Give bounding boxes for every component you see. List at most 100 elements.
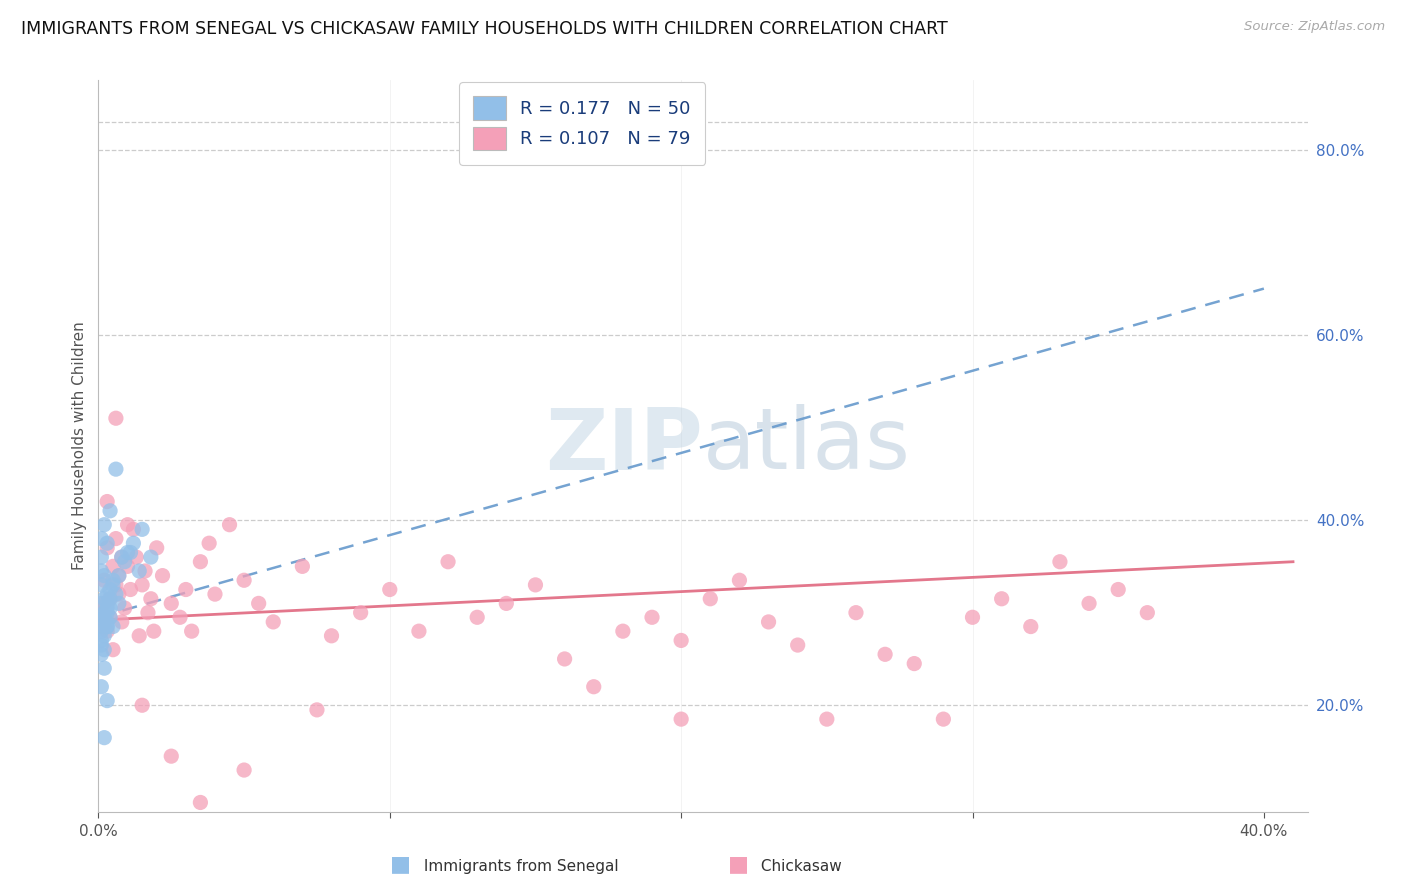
Point [198, 536, 221, 550]
Point [131, 698, 153, 713]
Point [378, 582, 401, 597]
Point [96, 606, 118, 620]
Point [699, 591, 721, 606]
Point [408, 624, 430, 639]
Point [101, 642, 124, 657]
Point [174, 582, 197, 597]
Point [125, 550, 148, 565]
Point [111, 615, 134, 629]
Point [90, 564, 112, 578]
Point [120, 545, 142, 559]
Point [152, 568, 174, 582]
Point [114, 555, 136, 569]
Point [96, 601, 118, 615]
Point [128, 564, 150, 578]
Point [142, 624, 165, 639]
Point [93, 610, 115, 624]
Point [350, 606, 373, 620]
Point [875, 648, 897, 662]
Point [903, 657, 925, 671]
Point [218, 517, 240, 532]
Point [104, 578, 127, 592]
Point [169, 610, 191, 624]
Point [98, 591, 121, 606]
Point [1049, 555, 1071, 569]
Point [131, 578, 153, 592]
Point [90, 633, 112, 648]
Legend: R = 0.177   N = 50, R = 0.107   N = 79: R = 0.177 N = 50, R = 0.107 N = 79 [458, 82, 706, 164]
Point [139, 550, 162, 565]
Text: Immigrants from Senegal: Immigrants from Senegal [419, 859, 619, 874]
Point [98, 504, 121, 518]
Point [641, 610, 664, 624]
Point [131, 522, 153, 536]
Point [190, 555, 212, 569]
Point [815, 712, 838, 726]
Point [145, 541, 167, 555]
Point [122, 522, 145, 536]
Point [117, 545, 139, 559]
Point [786, 638, 808, 652]
Point [98, 610, 121, 624]
Point [160, 749, 183, 764]
Point [932, 712, 955, 726]
Point [93, 606, 115, 620]
Point [93, 661, 115, 675]
Point [990, 591, 1012, 606]
Point [104, 411, 127, 425]
Point [612, 624, 634, 639]
Point [90, 606, 112, 620]
Point [524, 578, 547, 592]
Point [96, 624, 118, 639]
Point [93, 568, 115, 582]
Point [93, 517, 115, 532]
Point [90, 532, 112, 546]
Point [139, 591, 162, 606]
Point [728, 574, 751, 588]
Point [93, 574, 115, 588]
Point [108, 568, 131, 582]
Point [98, 591, 121, 606]
Point [291, 559, 314, 574]
Text: ■: ■ [728, 855, 748, 874]
Point [104, 462, 127, 476]
Text: Chickasaw: Chickasaw [756, 859, 842, 874]
Point [90, 624, 112, 639]
Point [758, 615, 780, 629]
Point [1019, 619, 1042, 633]
Text: atlas: atlas [703, 404, 911, 488]
Point [108, 568, 131, 582]
Point [962, 610, 984, 624]
Point [98, 601, 121, 615]
Point [90, 648, 112, 662]
Point [90, 680, 112, 694]
Point [104, 532, 127, 546]
Point [96, 596, 118, 610]
Point [101, 578, 124, 592]
Point [96, 619, 118, 633]
Point [108, 587, 131, 601]
Point [98, 610, 121, 624]
Point [669, 633, 692, 648]
Point [321, 629, 343, 643]
Point [96, 541, 118, 555]
Point [93, 642, 115, 657]
Point [134, 564, 156, 578]
Point [669, 712, 692, 726]
Point [96, 615, 118, 629]
Point [90, 550, 112, 565]
Point [233, 574, 256, 588]
Point [437, 555, 460, 569]
Text: IMMIGRANTS FROM SENEGAL VS CHICKASAW FAMILY HOUSEHOLDS WITH CHILDREN CORRELATION: IMMIGRANTS FROM SENEGAL VS CHICKASAW FAM… [21, 20, 948, 37]
Point [101, 559, 124, 574]
Point [190, 796, 212, 810]
Y-axis label: Family Households with Children: Family Households with Children [72, 322, 87, 570]
Point [96, 693, 118, 707]
Point [247, 596, 270, 610]
Text: ■: ■ [391, 855, 411, 874]
Point [104, 587, 127, 601]
Point [204, 587, 226, 601]
Point [93, 731, 115, 745]
Point [90, 619, 112, 633]
Point [111, 550, 134, 565]
